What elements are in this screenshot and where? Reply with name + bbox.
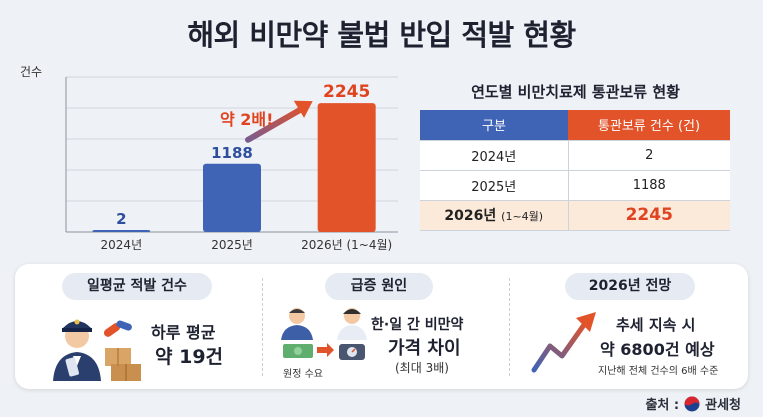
row-year: 2025년 <box>420 170 569 201</box>
cause-line1: 한·일 간 비만약 <box>371 317 464 333</box>
cause-line2: 가격 차이 <box>388 338 461 359</box>
divider <box>509 278 510 376</box>
y-axis-label: 건수 <box>20 65 42 79</box>
source-org: 관세청 <box>705 398 741 413</box>
x-tick-label: 2024년 <box>101 238 143 252</box>
header-category: 구분 <box>420 110 568 141</box>
bar <box>203 163 261 232</box>
daily-section: 일평균 적발 건수 하루 평균 약 19건 <box>15 264 260 389</box>
daily-label: 일평균 적발 건수 <box>62 273 212 300</box>
table-title: 연도별 비만치료제 통관보류 현황 <box>471 83 680 101</box>
x-tick-label: 2025년 <box>211 238 253 252</box>
bar-chart: 건수 2 1188 2245 2024년 2025년 2026년 (1~4월) 약 2배… <box>20 65 398 252</box>
row-count: 1188 <box>568 170 730 201</box>
rising-trend-arrow-icon <box>531 312 596 373</box>
cause-label: 급증 원인 <box>325 273 433 300</box>
demand-caption: 원정 수요 <box>283 369 323 380</box>
divider <box>262 278 263 376</box>
bar <box>92 230 151 232</box>
row-count: 2245 <box>568 200 730 231</box>
row-year-note: (1~4월) <box>501 210 544 223</box>
growth-arrow <box>245 100 313 143</box>
bar-value-label: 2 <box>116 210 126 228</box>
row-year: 2024년 <box>420 140 569 171</box>
row-year: 2026년 (1~4월) <box>420 200 569 231</box>
table-header-row: 구분 통관보류 건수 (건) <box>420 110 730 141</box>
daily-line1: 하루 평균 <box>151 323 216 342</box>
outlook-line3: 지난해 전체 건수의 6배 수준 <box>598 366 719 377</box>
outlook-line2: 약 6800건 예상 <box>600 340 715 359</box>
info-panel: 일평균 적발 건수 하루 평균 약 19건 급증 원인 <box>15 264 748 389</box>
growth-annotation: 약 2배! <box>220 110 273 129</box>
source-credit: 출처 : 관세청 <box>645 394 741 413</box>
outlook-section: 2026년 전망 추세 지속 시 약 6800건 예상 지난해 전체 건수의 6… <box>510 264 748 389</box>
bar-value-label: 1188 <box>211 144 253 162</box>
cause-section: 급증 원인 원정 수요 한·일 간 비만약 가격 차이 (최대 3배) <box>263 264 508 389</box>
bar-value-label: 2245 <box>323 82 370 102</box>
cause-line3: (최대 3배) <box>395 361 449 375</box>
table-row-highlight: 2026년 (1~4월) 2245 <box>420 200 730 231</box>
x-tick-label: 2026년 (1~4월) <box>301 238 392 252</box>
source-prefix: 출처 : <box>645 398 680 413</box>
customs-officer-icon <box>53 319 141 381</box>
row-count: 2 <box>568 140 730 171</box>
korea-customs-logo-icon <box>684 396 700 411</box>
outlook-label: 2026년 전망 <box>565 273 695 300</box>
page-title: 해외 비만약 불법 반입 적발 현황 <box>187 18 576 52</box>
row-year-text: 2026년 <box>444 208 497 224</box>
header-count: 통관보류 건수 (건) <box>568 110 730 141</box>
table-row: 2025년 1188 <box>420 170 730 201</box>
customs-hold-table: 구분 통관보류 건수 (건) 2024년 2 2025년 1188 2026년 … <box>420 110 730 231</box>
price-gap-icon <box>281 308 367 360</box>
outlook-line1: 추세 지속 시 <box>616 316 696 334</box>
bar <box>317 103 376 233</box>
daily-line2: 약 19건 <box>155 346 224 368</box>
table-row: 2024년 2 <box>420 140 730 171</box>
